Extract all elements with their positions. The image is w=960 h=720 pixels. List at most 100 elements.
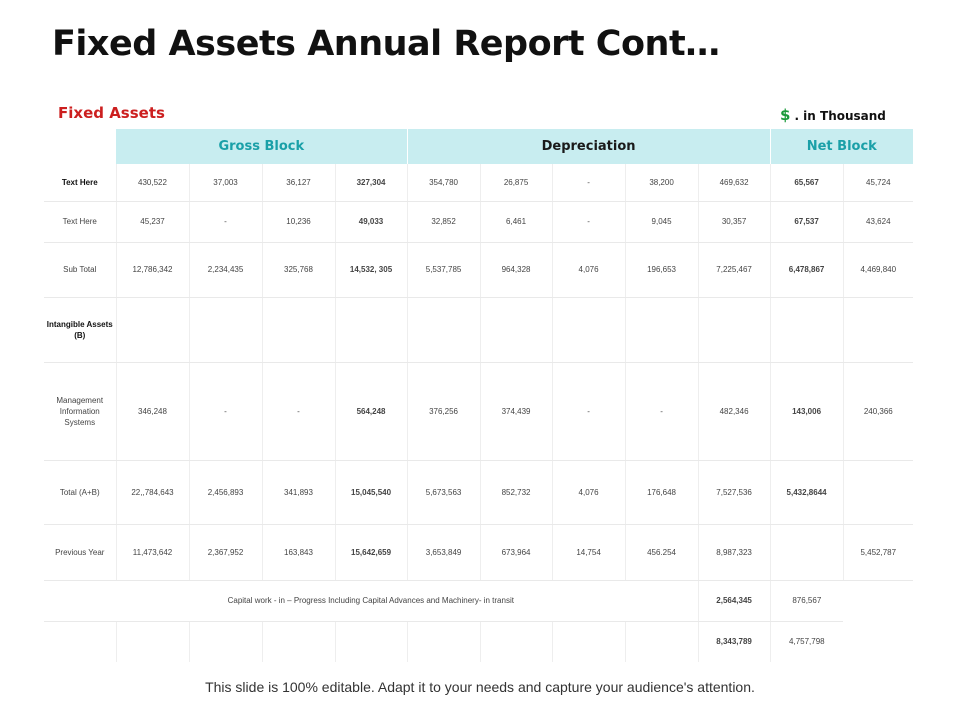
table-cell: 4,757,798: [789, 637, 825, 647]
table-cell: -: [189, 362, 263, 461]
table-cell: 456.254: [625, 524, 699, 581]
table-cell: 5,452,787: [843, 524, 913, 581]
unit-note: $. in Thousand: [780, 106, 886, 124]
group-header-row: Gross Block Depreciation Net Block: [44, 129, 913, 164]
table-cell: 469,632: [698, 164, 771, 202]
table-cell: [770, 524, 844, 581]
table-cell: 65,567: [770, 164, 844, 202]
table-cell: 14,532, 305: [335, 242, 408, 298]
table-cell: 8,987,323: [698, 524, 771, 581]
table-cell: -: [552, 164, 626, 202]
table-cell: [698, 297, 771, 363]
table-cell: 10,236: [262, 201, 336, 243]
table-cell: [552, 621, 626, 662]
table-cell: 5,537,785: [407, 242, 481, 298]
table-cell: 45,724: [843, 164, 913, 202]
table-cell: 673,964: [480, 524, 553, 581]
table-cell: 5,673,563: [407, 460, 481, 525]
gross-block-label: Gross Block: [218, 139, 305, 154]
table-cell: 354,780: [407, 164, 481, 202]
table-cell: 176,648: [625, 460, 699, 525]
table-row: Text Here 45,237 - 10,236 49,033 32,852 …: [44, 201, 913, 243]
table-cell: 5,432,8644: [770, 460, 844, 525]
table-cell: 327,304: [335, 164, 408, 202]
depreciation-label: Depreciation: [541, 139, 636, 154]
table-cell: 341,893: [262, 460, 336, 525]
table-cell: 11,473,642: [116, 524, 190, 581]
table-cell: 376,256: [407, 362, 481, 461]
table-row: Capital work - in – Progress Including C…: [44, 580, 913, 622]
table-cell: 45,237: [116, 201, 190, 243]
table-row: Management Information Systems 346,248 -…: [44, 362, 913, 461]
table-cell: 2,564,345: [698, 580, 771, 622]
table-cell: 49,033: [335, 201, 408, 243]
table-cell: [480, 621, 553, 662]
table-cell: 8,343,789: [698, 621, 771, 662]
table-cell: 3,653,849: [407, 524, 481, 581]
table-cell: [44, 621, 117, 662]
table-cell: 37,003: [189, 164, 263, 202]
table-cell: 26,875: [480, 164, 553, 202]
table-cell: [407, 297, 481, 363]
table-cell: 374,439: [480, 362, 553, 461]
table-cell: 32,852: [407, 201, 481, 243]
header-blank-cell: [44, 129, 116, 164]
table-cell: 2,367,952: [189, 524, 263, 581]
table-cell: [770, 297, 844, 363]
table-cell: [189, 621, 263, 662]
row-label: Text Here: [44, 164, 117, 202]
table-cell: 4,076: [552, 460, 626, 525]
table-cell: [843, 297, 913, 363]
table-cell: -: [625, 362, 699, 461]
table-cell: 38,200: [625, 164, 699, 202]
table-cell: 430,522: [116, 164, 190, 202]
table-cell: 15,642,659: [335, 524, 408, 581]
footer-note: This slide is 100% editable. Adapt it to…: [205, 679, 755, 695]
net-block-label: Net Block: [806, 139, 877, 154]
header-depreciation: Depreciation: [407, 129, 771, 164]
table-cell: 240,366: [843, 362, 913, 461]
row-label: Sub Total: [44, 242, 117, 298]
table-cell: 143,006: [770, 362, 844, 461]
table-cell: 6,461: [480, 201, 553, 243]
table-cell: 482,346: [698, 362, 771, 461]
table-cell: 564,248: [335, 362, 408, 461]
table-row: 8,343,789 4,757,798: [44, 621, 913, 662]
header-net-block: Net Block: [770, 129, 913, 164]
row-label: Total (A+B): [44, 460, 117, 525]
table-cell: 163,843: [262, 524, 336, 581]
fixed-assets-table: Gross Block Depreciation Net Block Text …: [44, 129, 913, 662]
table-cell: 9,045: [625, 201, 699, 243]
table-cell: 7,527,536: [698, 460, 771, 525]
table-cell: 36,127: [262, 164, 336, 202]
table-cell: 325,768: [262, 242, 336, 298]
table-cell: [625, 621, 699, 662]
row-label: Intangible Assets (B): [44, 297, 117, 363]
table-cell: -: [189, 201, 263, 243]
table-cell: 7,225,467: [698, 242, 771, 298]
table-row: Sub Total 12,786,342 2,234,435 325,768 1…: [44, 242, 913, 298]
dollar-icon: $: [780, 106, 791, 124]
table-cell: 6,478,867: [770, 242, 844, 298]
row-label: Previous Year: [44, 524, 117, 581]
table-cell: 346,248: [116, 362, 190, 461]
table-cell: 852,732: [480, 460, 553, 525]
table-row: Total (A+B) 22,,784,643 2,456,893 341,89…: [44, 460, 913, 525]
table-cell: [335, 297, 408, 363]
table-cell: 15,045,540: [335, 460, 408, 525]
slide-title: Fixed Assets Annual Report Cont…: [52, 24, 720, 64]
table-cell: 30,357: [698, 201, 771, 243]
table-cell: 14,754: [552, 524, 626, 581]
table-cell: [335, 621, 408, 662]
table-row: Text Here 430,522 37,003 36,127 327,304 …: [44, 164, 913, 202]
table-cell: [116, 621, 190, 662]
table-cell: [262, 297, 336, 363]
table-cell: [625, 297, 699, 363]
table-cell: [262, 621, 336, 662]
table-cell: 964,328: [480, 242, 553, 298]
table-cell: [407, 621, 481, 662]
table-cell: 4,469,840: [843, 242, 913, 298]
table-cell: 4,076: [552, 242, 626, 298]
table-cell: [189, 297, 263, 363]
section-label: Fixed Assets: [58, 104, 165, 122]
